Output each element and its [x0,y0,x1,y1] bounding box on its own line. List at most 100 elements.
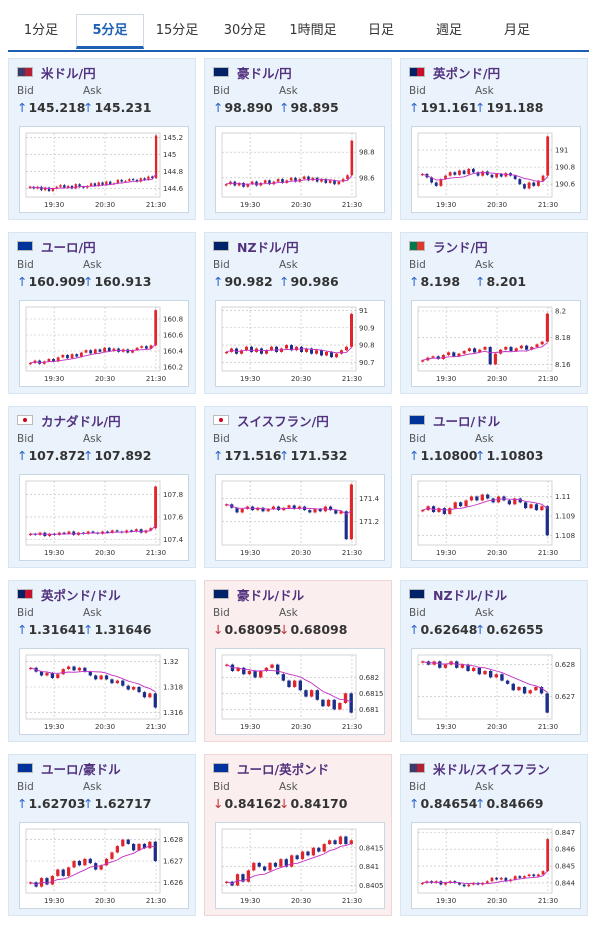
y-tick-label: 1.108 [555,532,575,540]
rate-card[interactable]: NZドル/ドル Bid Ask ↑0.62648 ↑0.62655 0.628 0.627 1… [400,580,588,742]
ask-value: 171.532 [290,448,348,463]
rate-card[interactable]: 英ポンド/ドル Bid Ask ↑1.31641 ↑1.31646 1.32 1.318 1.… [8,580,196,742]
pair-name[interactable]: 英ポンド/ドル [41,588,121,603]
x-tick-label: 19:30 [436,897,456,905]
pair-name[interactable]: ユーロ/豪ドル [41,762,121,777]
pair-name[interactable]: カナダドル/円 [41,414,121,429]
candle [339,511,343,514]
tab-1[interactable]: 5分足 [76,14,144,49]
mini-chart[interactable]: 145.2 145 144.8 144.6 19:30 20:30 21:30 [19,126,189,213]
tab-4[interactable]: 1時間足 [289,23,337,38]
y-tick-label: 1.318 [163,684,183,692]
candle [476,172,480,176]
candlestick-chart: 1.11 1.109 1.108 19:30 20:30 21:30 [417,480,575,557]
candle [264,667,269,671]
rate-card[interactable]: 米ドル/円 Bid Ask ↑145.218 ↑145.231 145.2 145 144.8… [8,58,196,220]
tab-3[interactable]: 30分足 [223,23,267,38]
pair-name[interactable]: 豪ドル/ドル [237,588,305,603]
candle [83,858,87,866]
mini-chart[interactable]: 1.32 1.318 1.316 19:30 20:30 21:30 [19,648,189,735]
pair-name[interactable]: 豪ドル/円 [237,66,292,81]
candle [51,188,54,192]
rate-card[interactable]: 豪ドル/ドル Bid Ask ↓0.68095 ↓0.68098 0.682 0.6815 0… [204,580,392,742]
candle [256,507,260,511]
candle [315,350,318,354]
x-tick-label: 21:30 [146,723,166,731]
mini-chart[interactable]: 191 190.8 190.6 19:30 20:30 21:30 [411,126,581,213]
candle [93,349,97,354]
up-arrow-icon: ↑ [213,448,224,463]
ask-value: 1.10803 [486,448,544,463]
plot-frame [417,132,553,198]
rate-card[interactable]: ユーロ/豪ドル Bid Ask ↑1.62703 ↑1.62717 1.628 1.627 1… [8,754,196,916]
rate-card[interactable]: NZドル/円 Bid Ask ↑90.982 ↑90.986 91 90.9 90.8 90.7… [204,232,392,394]
candle [483,347,487,350]
mini-chart[interactable]: 107.8 107.6 107.4 19:30 20:30 21:30 [19,474,189,561]
moving-average-line [226,503,352,515]
rate-card[interactable]: ユーロ/英ポンド Bid Ask ↓0.84162 ↓0.84170 0.8415 0.84… [204,754,392,916]
ask-value: 0.68098 [290,622,348,637]
candle [67,867,71,876]
rate-card[interactable]: スイスフラン/円 Bid Ask ↑171.516 ↑171.532 171.4 171.2… [204,406,392,568]
pair-name[interactable]: ユーロ/英ポンド [237,762,330,777]
pair-name[interactable]: NZドル/ドル [433,588,508,603]
candle [270,346,273,351]
plot-frame [25,132,161,198]
candle [82,186,85,188]
mini-chart[interactable]: 98.8 98.6 19:30 20:30 21:30 [215,126,385,213]
tab-6[interactable]: 週足 [435,23,462,38]
tab-5[interactable]: 日足 [367,23,394,38]
mini-chart[interactable]: 1.628 1.627 1.626 19:30 20:30 21:30 [19,822,189,909]
y-tick-label: 1.109 [555,512,575,520]
plot-frame [417,480,553,546]
tab-2[interactable]: 15分足 [155,23,199,38]
candle [29,667,33,670]
rate-card[interactable]: ユーロ/円 Bid Ask ↑160.909 ↑160.913 160.8 160.6 160… [8,232,196,394]
y-tick-label: 0.627 [555,693,575,701]
pair-name[interactable]: ランド/円 [433,240,488,255]
mini-chart[interactable]: 91 90.9 90.8 90.7 19:30 20:30 21:30 [215,300,385,387]
mini-chart[interactable]: 0.8415 0.841 0.8405 19:30 20:30 21:30 [215,822,385,909]
candle [532,874,536,877]
mini-chart[interactable]: 0.628 0.627 19:30 20:30 21:30 [411,648,581,735]
candle [546,839,550,872]
candle [333,840,337,845]
up-arrow-icon: ↑ [409,448,420,463]
pair-name[interactable]: 米ドル/円 [41,66,96,81]
bid-value: 0.62648 [420,622,478,637]
up-arrow-icon: ↑ [475,622,486,637]
mini-chart[interactable]: 0.847 0.846 0.845 0.844 19:30 20:30 21:30 [411,822,581,909]
candle [225,351,228,354]
mini-chart[interactable]: 1.11 1.109 1.108 19:30 20:30 21:30 [411,474,581,561]
tab-7[interactable]: 月足 [503,23,530,38]
pair-name[interactable]: 英ポンド/円 [433,66,501,81]
rate-card[interactable]: 豪ドル/円 Bid Ask ↑98.890 ↑98.895 98.8 98.6 19:30 20… [204,58,392,220]
candle [120,179,123,182]
y-tick-label: 1.627 [163,858,183,866]
tab-0[interactable]: 1分足 [23,23,59,38]
candle [420,173,424,176]
rate-card[interactable]: カナダドル/円 Bid Ask ↑107.872 ↑107.892 107.8 107.6 1… [8,406,196,568]
rate-card[interactable]: ユーロ/ドル Bid Ask ↑1.10800 ↑1.10803 1.11 1.109 1.1… [400,406,588,568]
mini-chart[interactable]: 0.682 0.6815 0.681 19:30 20:30 21:30 [215,648,385,735]
pair-name[interactable]: ユーロ/ドル [433,414,501,429]
pair-name[interactable]: ユーロ/円 [41,240,96,255]
pair-name[interactable]: 米ドル/スイスフラン [433,762,550,777]
rate-card[interactable]: 英ポンド/円 Bid Ask ↑191.161 ↑191.188 191 190.8 190.… [400,58,588,220]
rate-card[interactable]: ランド/円 Bid Ask ↑8.198 ↑8.201 8.2 8.18 8.16 19:30 2… [400,232,588,394]
mini-chart[interactable]: 160.8 160.6 160.4 160.2 19:30 20:30 21:30 [19,300,189,387]
candle [121,680,125,686]
gb-flag-icon [409,67,425,77]
rate-card[interactable]: 米ドル/スイスフラン Bid Ask ↑0.84654 ↑0.84669 0.847 0.8… [400,754,588,916]
mini-chart[interactable]: 171.4 171.2 19:30 20:30 21:30 [215,474,385,561]
candle [63,185,66,188]
candle [72,531,76,535]
x-tick-label: 20:30 [487,549,507,557]
pair-name[interactable]: NZドル/円 [237,240,299,255]
candle [115,530,119,532]
candle [499,173,503,177]
candle [149,345,153,349]
mini-chart[interactable]: 8.2 8.18 8.16 19:30 20:30 21:30 [411,300,581,387]
candle [545,313,549,342]
pair-name[interactable]: スイスフラン/円 [237,414,329,429]
